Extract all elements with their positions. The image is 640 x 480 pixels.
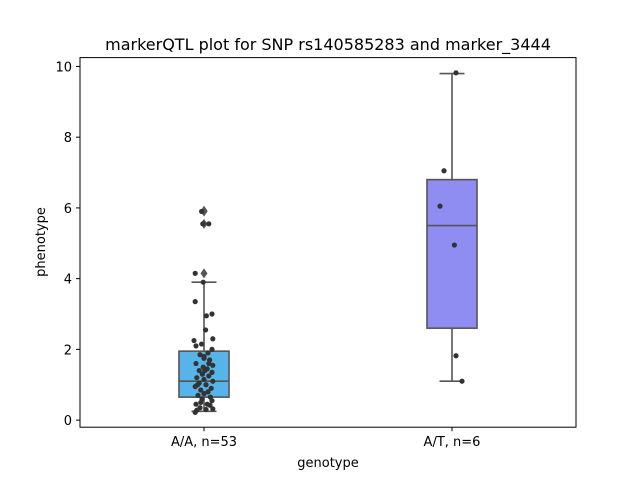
data-point bbox=[201, 391, 207, 397]
data-point bbox=[205, 350, 211, 356]
data-point bbox=[210, 336, 216, 342]
data-point bbox=[201, 376, 207, 383]
y-tick-label: 8 bbox=[64, 131, 72, 146]
data-point bbox=[200, 221, 206, 227]
data-point bbox=[210, 378, 216, 384]
data-point bbox=[193, 343, 199, 349]
data-point bbox=[198, 399, 204, 406]
data-point bbox=[459, 378, 465, 384]
data-point bbox=[204, 401, 210, 407]
data-point bbox=[210, 362, 216, 368]
data-point bbox=[200, 279, 206, 285]
data-point bbox=[206, 221, 212, 227]
data-point bbox=[207, 394, 213, 400]
data-point bbox=[199, 341, 205, 347]
data-point bbox=[193, 360, 199, 367]
data-point bbox=[195, 382, 201, 388]
y-tick-label: 6 bbox=[64, 202, 72, 217]
data-point bbox=[201, 355, 207, 361]
data-point bbox=[197, 352, 203, 358]
data-point bbox=[203, 313, 209, 319]
y-axis-label: phenotype bbox=[34, 207, 49, 277]
data-point bbox=[206, 373, 212, 379]
data-point bbox=[209, 346, 215, 352]
data-point bbox=[198, 387, 204, 393]
data-point bbox=[193, 401, 199, 407]
y-tick-label: 10 bbox=[55, 60, 72, 75]
data-point bbox=[453, 70, 459, 76]
data-point bbox=[441, 168, 447, 174]
data-point bbox=[194, 375, 200, 381]
y-tick-label: 4 bbox=[64, 273, 72, 288]
x-tick-label: A/A, n=53 bbox=[171, 435, 237, 450]
x-tick-label: A/T, n=6 bbox=[424, 435, 481, 450]
data-point bbox=[203, 327, 209, 333]
data-point bbox=[191, 337, 197, 344]
data-point bbox=[453, 353, 459, 359]
y-tick-label: 2 bbox=[64, 343, 72, 358]
data-point bbox=[192, 299, 198, 305]
data-point bbox=[209, 311, 215, 317]
data-point bbox=[208, 385, 214, 391]
y-tick-label: 0 bbox=[64, 414, 72, 429]
data-point bbox=[451, 242, 457, 248]
data-point bbox=[206, 360, 212, 367]
data-point bbox=[195, 392, 201, 398]
box-iqr bbox=[426, 178, 478, 329]
data-point bbox=[210, 406, 216, 412]
data-point bbox=[202, 368, 208, 374]
x-axis-label: genotype bbox=[297, 456, 358, 471]
data-point bbox=[209, 369, 215, 375]
data-point bbox=[437, 203, 443, 209]
data-point bbox=[192, 270, 198, 276]
outlier-point bbox=[200, 268, 208, 279]
chart-title: markerQTL plot for SNP rs140585283 and m… bbox=[105, 35, 551, 55]
data-point bbox=[196, 368, 202, 374]
data-point bbox=[205, 389, 211, 395]
data-point bbox=[203, 406, 209, 413]
data-point bbox=[197, 405, 203, 411]
data-point bbox=[203, 382, 209, 388]
data-point bbox=[199, 208, 205, 215]
plot-frame bbox=[79, 57, 577, 428]
